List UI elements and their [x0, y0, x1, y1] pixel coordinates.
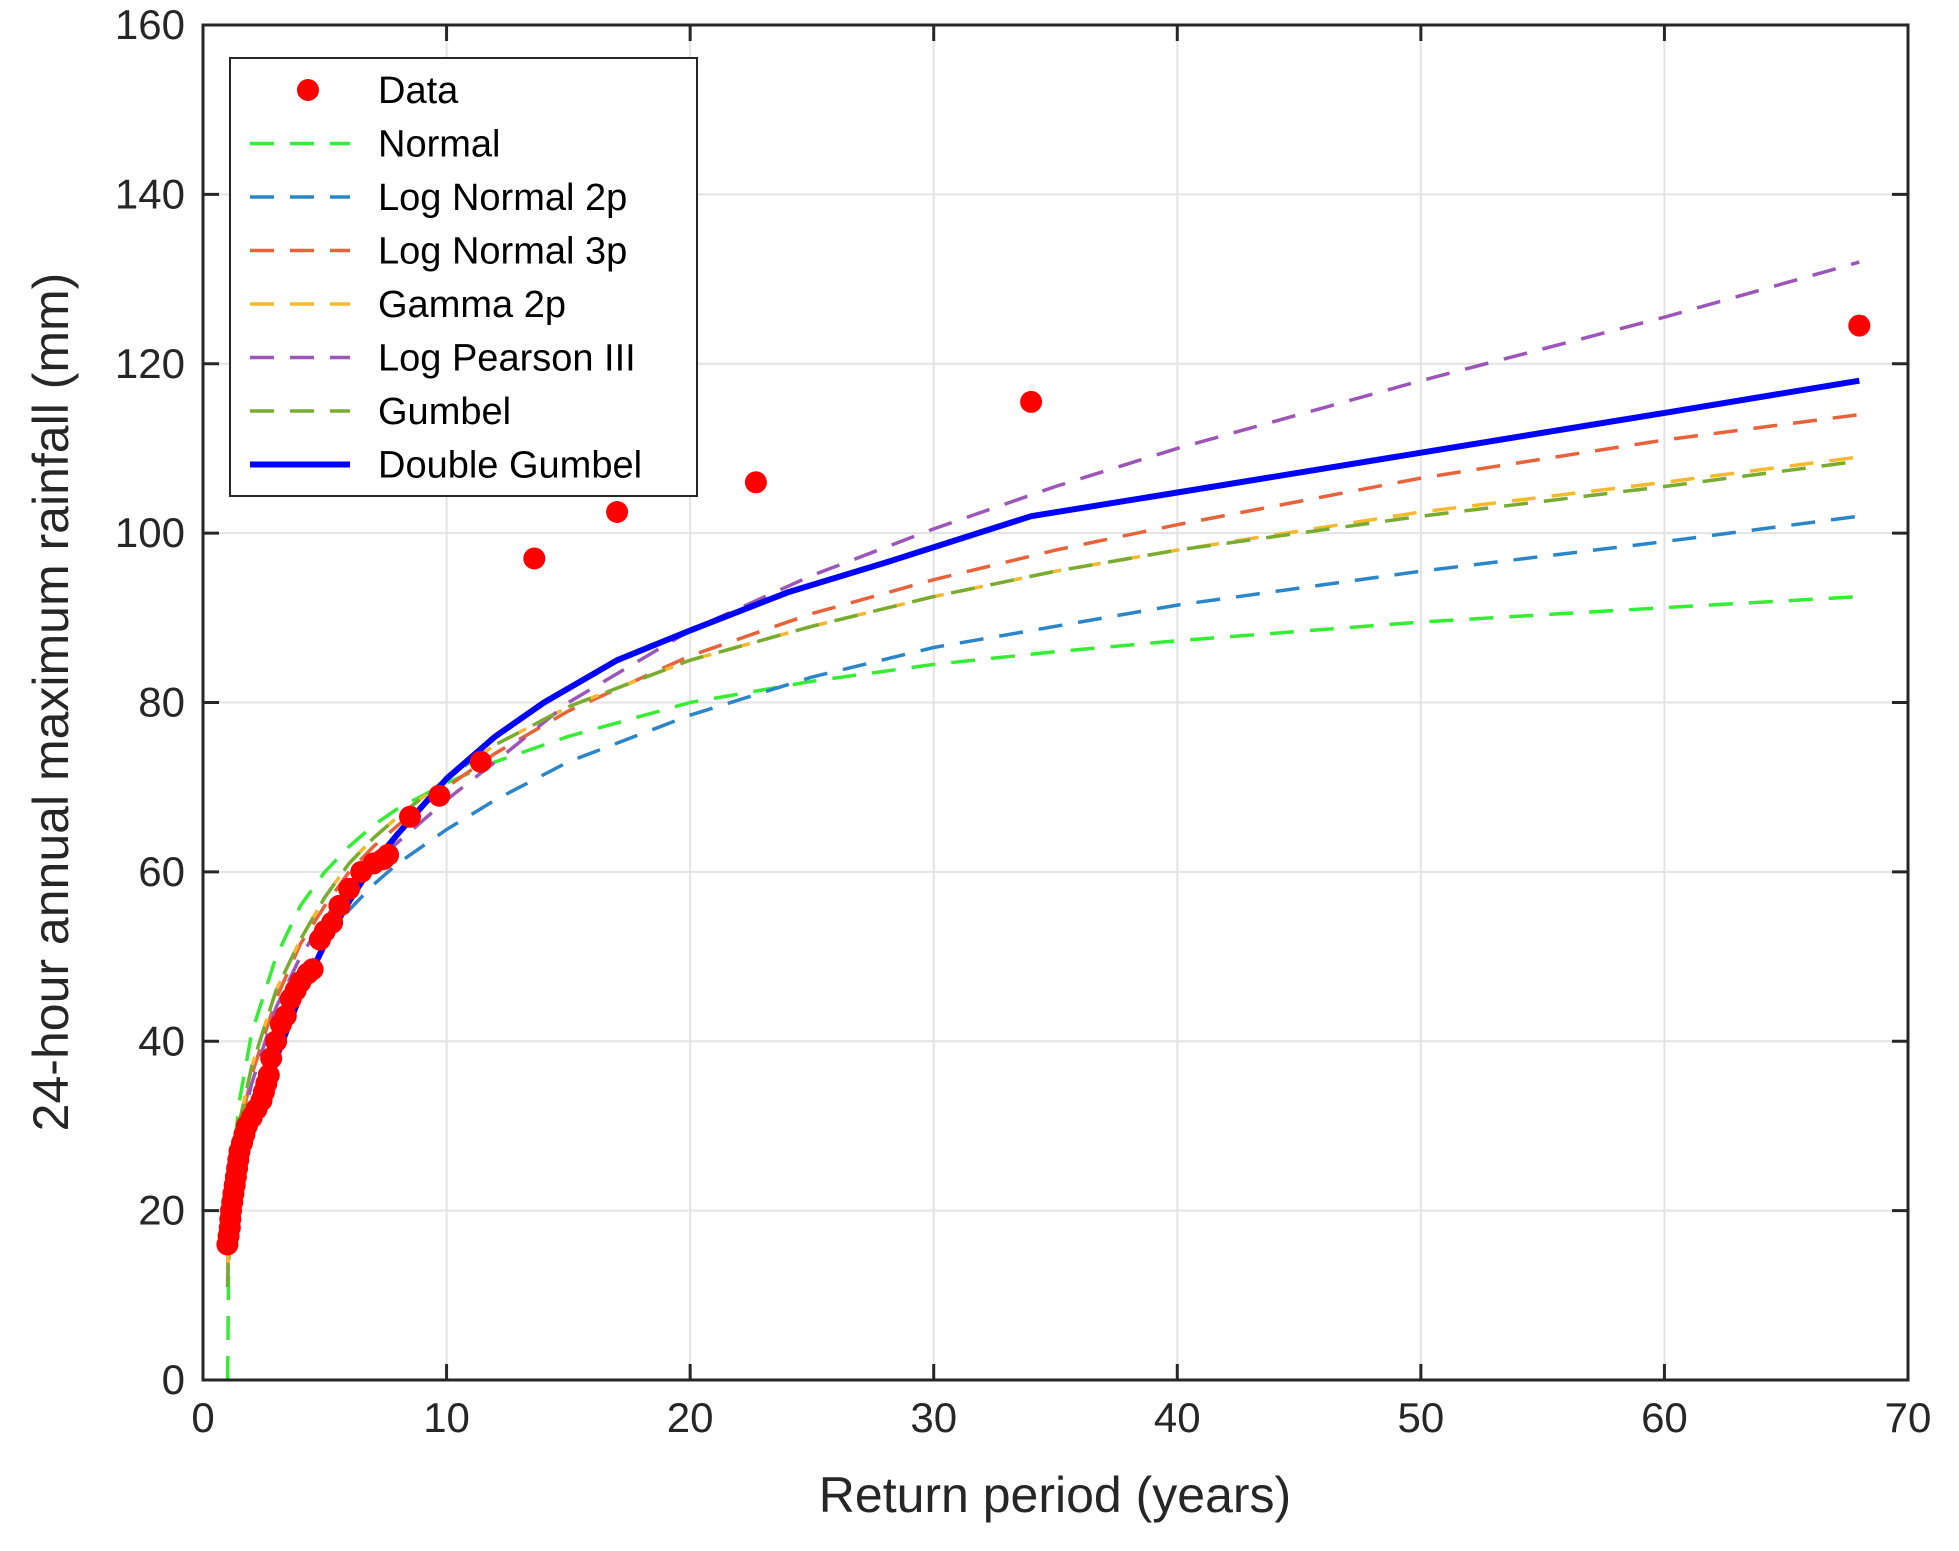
y-tick-label: 160 — [115, 1, 185, 48]
data-point — [257, 1064, 280, 1087]
data-point — [1848, 314, 1871, 337]
data-point — [744, 471, 767, 494]
data-point — [469, 750, 492, 773]
legend-box — [229, 57, 698, 497]
data-point — [428, 784, 451, 807]
legend: Data Normal Log Normal 2p Log Normal 3p Gamm… — [229, 57, 698, 497]
x-tick-label: 70 — [1885, 1394, 1932, 1441]
y-tick-label: 0 — [162, 1356, 185, 1403]
data-points — [216, 314, 1871, 1256]
x-tick-label: 40 — [1154, 1394, 1201, 1441]
series-line-log-pearson-iii — [225, 260, 1860, 1254]
data-point — [265, 1030, 288, 1053]
x-tick-label: 20 — [667, 1394, 714, 1441]
data-point — [274, 1004, 297, 1027]
data-point — [1020, 390, 1043, 413]
legend-label-log-normal-3p: Log Normal 3p — [378, 231, 627, 273]
x-tick-label: 50 — [1397, 1394, 1444, 1441]
y-tick-label: 40 — [138, 1017, 185, 1064]
data-point — [328, 894, 351, 917]
y-tick-label: 120 — [115, 340, 185, 387]
y-tick-label: 80 — [138, 679, 185, 726]
y-tick-label: 60 — [138, 848, 185, 895]
y-tick-label: 140 — [115, 170, 185, 217]
y-tick-label: 20 — [138, 1187, 185, 1234]
legend-label-data: Data — [378, 70, 459, 112]
data-point — [377, 843, 400, 866]
series-line-gumbel — [225, 459, 1860, 1287]
legend-label-normal: Normal — [378, 124, 500, 166]
data-point — [606, 501, 629, 523]
x-axis-title: Return period (years) — [819, 1467, 1291, 1523]
legend-swatch-data — [297, 79, 319, 101]
data-point — [338, 877, 361, 900]
legend-label-gamma-2p: Gamma 2p — [378, 284, 566, 326]
data-point — [399, 805, 421, 828]
axis-ticks: 0 10 20 30 40 50 60 70 0 20 40 60 80 100 120 140 160 — [115, 1, 1931, 1441]
legend-label-double-gumbel: Double Gumbel — [378, 445, 642, 487]
y-tick-label: 100 — [115, 509, 185, 556]
y-axis-title: 24-hour annual maximum rainfall (mm) — [23, 273, 79, 1132]
x-tick-label: 0 — [191, 1394, 214, 1441]
legend-label-log-normal-2p: Log Normal 2p — [378, 177, 627, 219]
data-point — [260, 1047, 283, 1070]
x-tick-label: 60 — [1641, 1394, 1688, 1441]
data-point — [523, 547, 546, 570]
legend-label-gumbel: Gumbel — [378, 391, 511, 433]
x-tick-label: 10 — [423, 1394, 470, 1441]
data-point — [321, 911, 344, 934]
data-point — [301, 958, 324, 981]
legend-label-log-pearson-iii: Log Pearson III — [378, 338, 636, 380]
x-tick-label: 30 — [910, 1394, 957, 1441]
